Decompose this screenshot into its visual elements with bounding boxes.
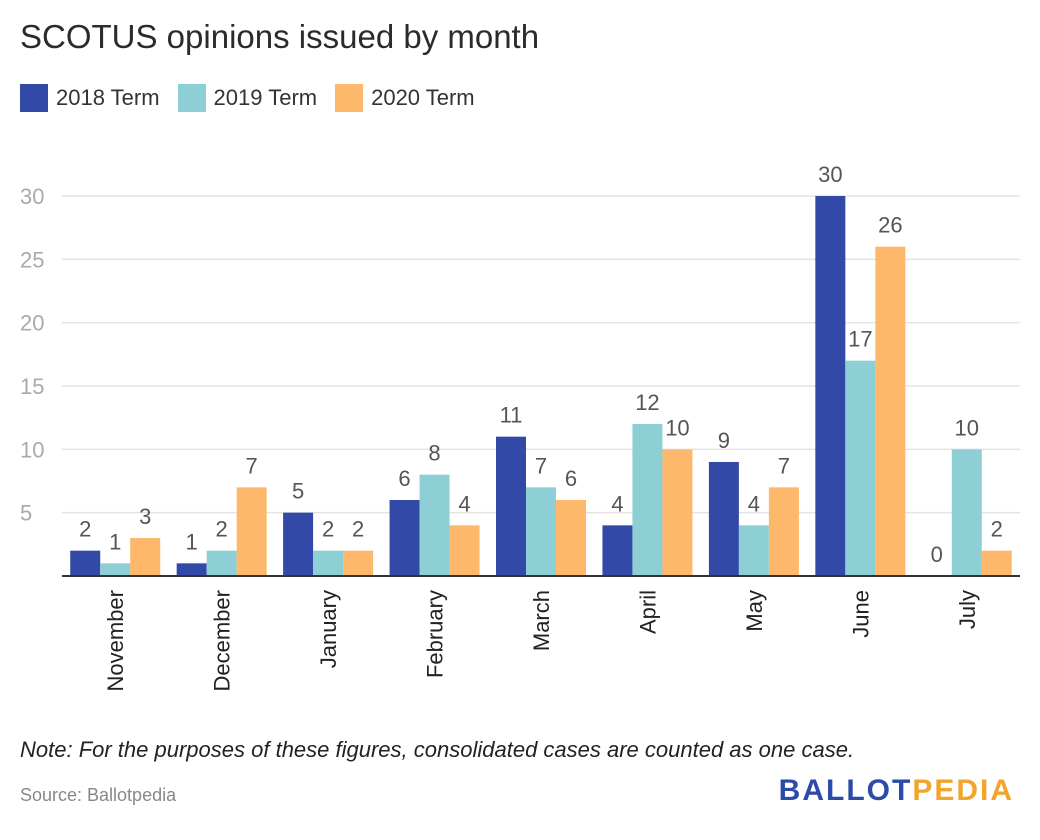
data-label: 2 [991,517,1003,542]
x-tick-label: May [742,590,767,632]
bar [875,246,906,576]
legend-label-2020: 2020 Term [371,85,475,110]
y-tick-label: 30 [20,184,44,209]
x-tick-label: April [635,590,660,634]
data-label: 1 [109,529,121,554]
legend-item-2020: 2020 Term [335,84,475,112]
data-label: 10 [955,415,979,440]
bar [951,449,982,576]
bar [632,424,663,576]
bar [768,487,799,576]
bar [389,500,420,576]
data-label: 3 [139,504,151,529]
data-label: 7 [535,453,547,478]
logo-part-ballot: BALLOT [778,774,913,807]
data-label: 2 [216,517,228,542]
y-tick-label: 10 [20,437,44,462]
data-label: 30 [818,162,842,187]
bar [206,550,237,576]
y-tick-label: 5 [20,501,32,526]
bar [845,360,876,576]
data-label: 1 [186,529,198,554]
bar [815,196,846,576]
bar [981,550,1012,576]
bar [419,474,450,576]
legend-swatch-2019 [177,84,206,112]
bar [496,436,526,576]
data-label: 5 [292,479,304,504]
source-text: Source: Ballotpedia [20,785,177,805]
data-label: 4 [458,491,470,516]
bar [313,550,344,576]
bar [738,525,769,576]
data-label: 2 [322,517,334,542]
data-label: 2 [352,517,364,542]
bar [130,538,161,576]
data-label: 4 [748,491,760,516]
data-label: 9 [718,428,730,453]
bar [449,525,480,576]
chart-title: SCOTUS opinions issued by month [20,18,540,55]
bar [70,550,101,576]
bar [556,500,586,576]
bar [176,563,207,576]
y-tick-label: 15 [20,374,44,399]
legend-swatch-2018 [20,84,48,112]
x-tick-label: December [210,590,235,691]
data-label: 26 [878,213,902,238]
legend-label-2019: 2019 Term [213,85,318,110]
data-label: 4 [611,491,623,516]
legend-item-2019: 2019 Term [177,84,318,112]
x-tick-label: June [848,590,873,638]
y-tick-label: 20 [20,311,44,336]
logo-part-pedia: PEDIA [912,774,1014,807]
legend-item-2018: 2018 Term [20,84,160,112]
bar [343,550,374,576]
legend: 2018 Term 2019 Term 2020 Term [20,84,493,112]
bar [526,487,556,576]
data-label: 10 [665,415,689,440]
legend-swatch-2020 [335,84,364,112]
data-label: 8 [428,441,440,466]
data-label: 6 [565,466,577,491]
data-label: 2 [79,517,91,542]
bar [602,525,633,576]
data-label: 6 [398,466,410,491]
bar [662,449,693,576]
x-tick-label: March [529,590,554,651]
x-tick-label: November [103,590,128,691]
data-label: 7 [778,453,790,478]
data-label: 11 [500,403,523,428]
data-label: 12 [635,390,659,415]
bar [236,487,267,576]
y-tick-label: 25 [20,247,44,272]
x-tick-label: February [423,590,448,678]
x-tick-label: July [955,590,980,629]
ballotpedia-logo: BALLOTPEDIA [779,774,1014,808]
x-tick-label: January [316,590,341,668]
data-label: 7 [246,453,258,478]
bar [283,512,314,576]
data-label: 17 [848,327,872,352]
bar [100,563,131,576]
data-label: 0 [931,542,943,567]
bar [708,462,739,576]
legend-label-2018: 2018 Term [56,85,160,110]
chart-note: Note: For the purposes of these figures,… [20,737,855,762]
